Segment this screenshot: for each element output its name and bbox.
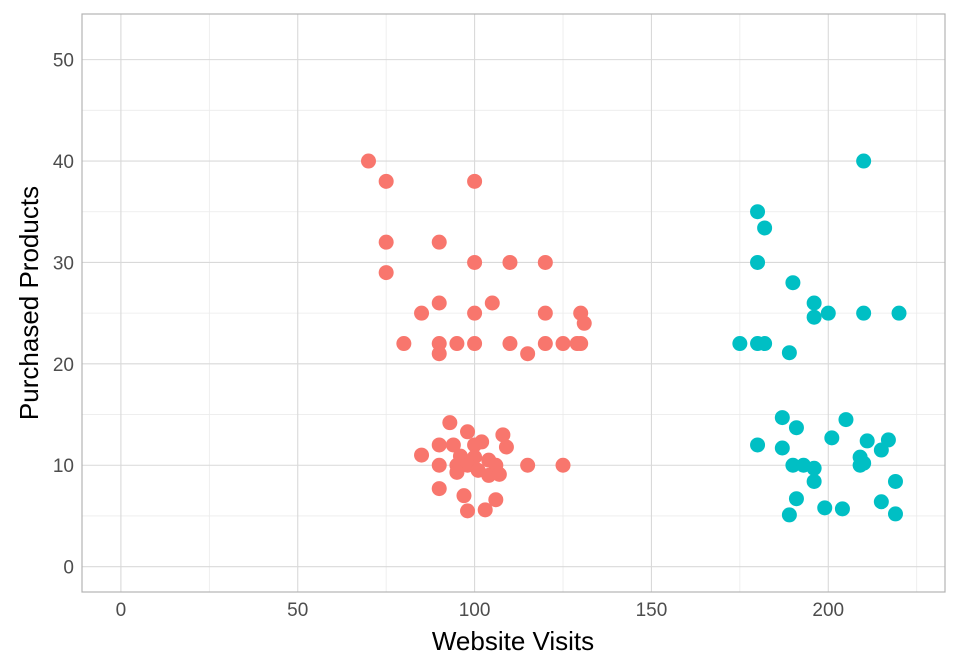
- data-point: [820, 305, 836, 321]
- data-point: [431, 457, 447, 473]
- x-tick-label: 150: [636, 600, 668, 621]
- data-point: [838, 412, 854, 428]
- data-point: [817, 500, 833, 516]
- data-point: [467, 336, 483, 352]
- data-point: [449, 336, 465, 352]
- data-point: [887, 473, 903, 489]
- data-point: [750, 204, 766, 220]
- data-point: [732, 336, 748, 352]
- grid-lines: [82, 14, 945, 592]
- data-point: [460, 503, 476, 519]
- data-point: [537, 336, 553, 352]
- y-tick-label: 50: [53, 51, 74, 72]
- data-point: [859, 433, 875, 449]
- data-point: [757, 336, 773, 352]
- data-point: [431, 481, 447, 497]
- data-point: [467, 437, 483, 453]
- data-point: [484, 295, 500, 311]
- data-points: [360, 153, 907, 523]
- x-tick-label: 100: [459, 600, 491, 621]
- data-point: [824, 430, 840, 446]
- data-point: [785, 275, 801, 291]
- data-point: [378, 173, 394, 189]
- data-point: [806, 460, 822, 476]
- data-point: [555, 457, 571, 473]
- data-point: [785, 457, 801, 473]
- data-point: [467, 254, 483, 270]
- data-point: [467, 305, 483, 321]
- data-point: [477, 502, 493, 518]
- y-tick-label: 30: [53, 253, 74, 274]
- x-tick-label: 0: [116, 600, 127, 621]
- y-axis-title: Purchased Products: [14, 186, 44, 420]
- data-point: [537, 305, 553, 321]
- data-point: [502, 254, 518, 270]
- data-point: [856, 455, 872, 471]
- data-point: [757, 220, 773, 236]
- data-point: [576, 315, 592, 331]
- data-point: [781, 345, 797, 361]
- data-point: [750, 254, 766, 270]
- data-point: [396, 336, 412, 352]
- data-point: [806, 473, 822, 489]
- data-point: [414, 305, 430, 321]
- data-point: [834, 501, 850, 517]
- data-point: [520, 457, 536, 473]
- data-point: [806, 309, 822, 325]
- y-tick-label: 20: [53, 355, 74, 376]
- data-point: [460, 424, 476, 440]
- x-tick-label: 200: [812, 600, 844, 621]
- data-point: [856, 305, 872, 321]
- data-point: [788, 420, 804, 436]
- data-point: [555, 336, 571, 352]
- data-point: [887, 506, 903, 522]
- y-tick-label: 0: [63, 558, 74, 579]
- data-point: [498, 439, 514, 455]
- data-point: [431, 437, 447, 453]
- data-point: [445, 437, 461, 453]
- data-point: [491, 466, 507, 482]
- data-point: [456, 488, 472, 504]
- data-point: [431, 234, 447, 250]
- data-point: [414, 447, 430, 463]
- x-axis-tick-labels: 0 50 100 150 200: [116, 600, 845, 621]
- data-point: [431, 346, 447, 362]
- data-point: [502, 336, 518, 352]
- data-point: [378, 234, 394, 250]
- data-point: [431, 295, 447, 311]
- data-point: [573, 336, 589, 352]
- y-tick-label: 10: [53, 456, 74, 477]
- data-point: [788, 491, 804, 507]
- data-point: [806, 295, 822, 311]
- data-point: [495, 427, 511, 443]
- data-point: [856, 153, 872, 169]
- x-tick-label: 50: [287, 600, 308, 621]
- data-point: [537, 254, 553, 270]
- data-point: [488, 492, 504, 508]
- panel-border: [81, 13, 946, 593]
- data-point: [520, 346, 536, 362]
- data-point: [449, 464, 465, 480]
- data-point: [467, 173, 483, 189]
- data-point: [360, 153, 376, 169]
- data-point: [442, 415, 458, 431]
- data-point: [750, 437, 766, 453]
- data-point: [873, 494, 889, 510]
- data-point: [774, 410, 790, 426]
- y-tick-label: 40: [53, 152, 74, 173]
- x-axis-title: Website Visits: [432, 626, 594, 656]
- data-point: [873, 442, 889, 458]
- y-axis-tick-labels: 0 10 20 30 40 50: [53, 51, 74, 579]
- data-point: [378, 265, 394, 281]
- data-point: [774, 440, 790, 456]
- data-point: [781, 507, 797, 523]
- data-point: [891, 305, 907, 321]
